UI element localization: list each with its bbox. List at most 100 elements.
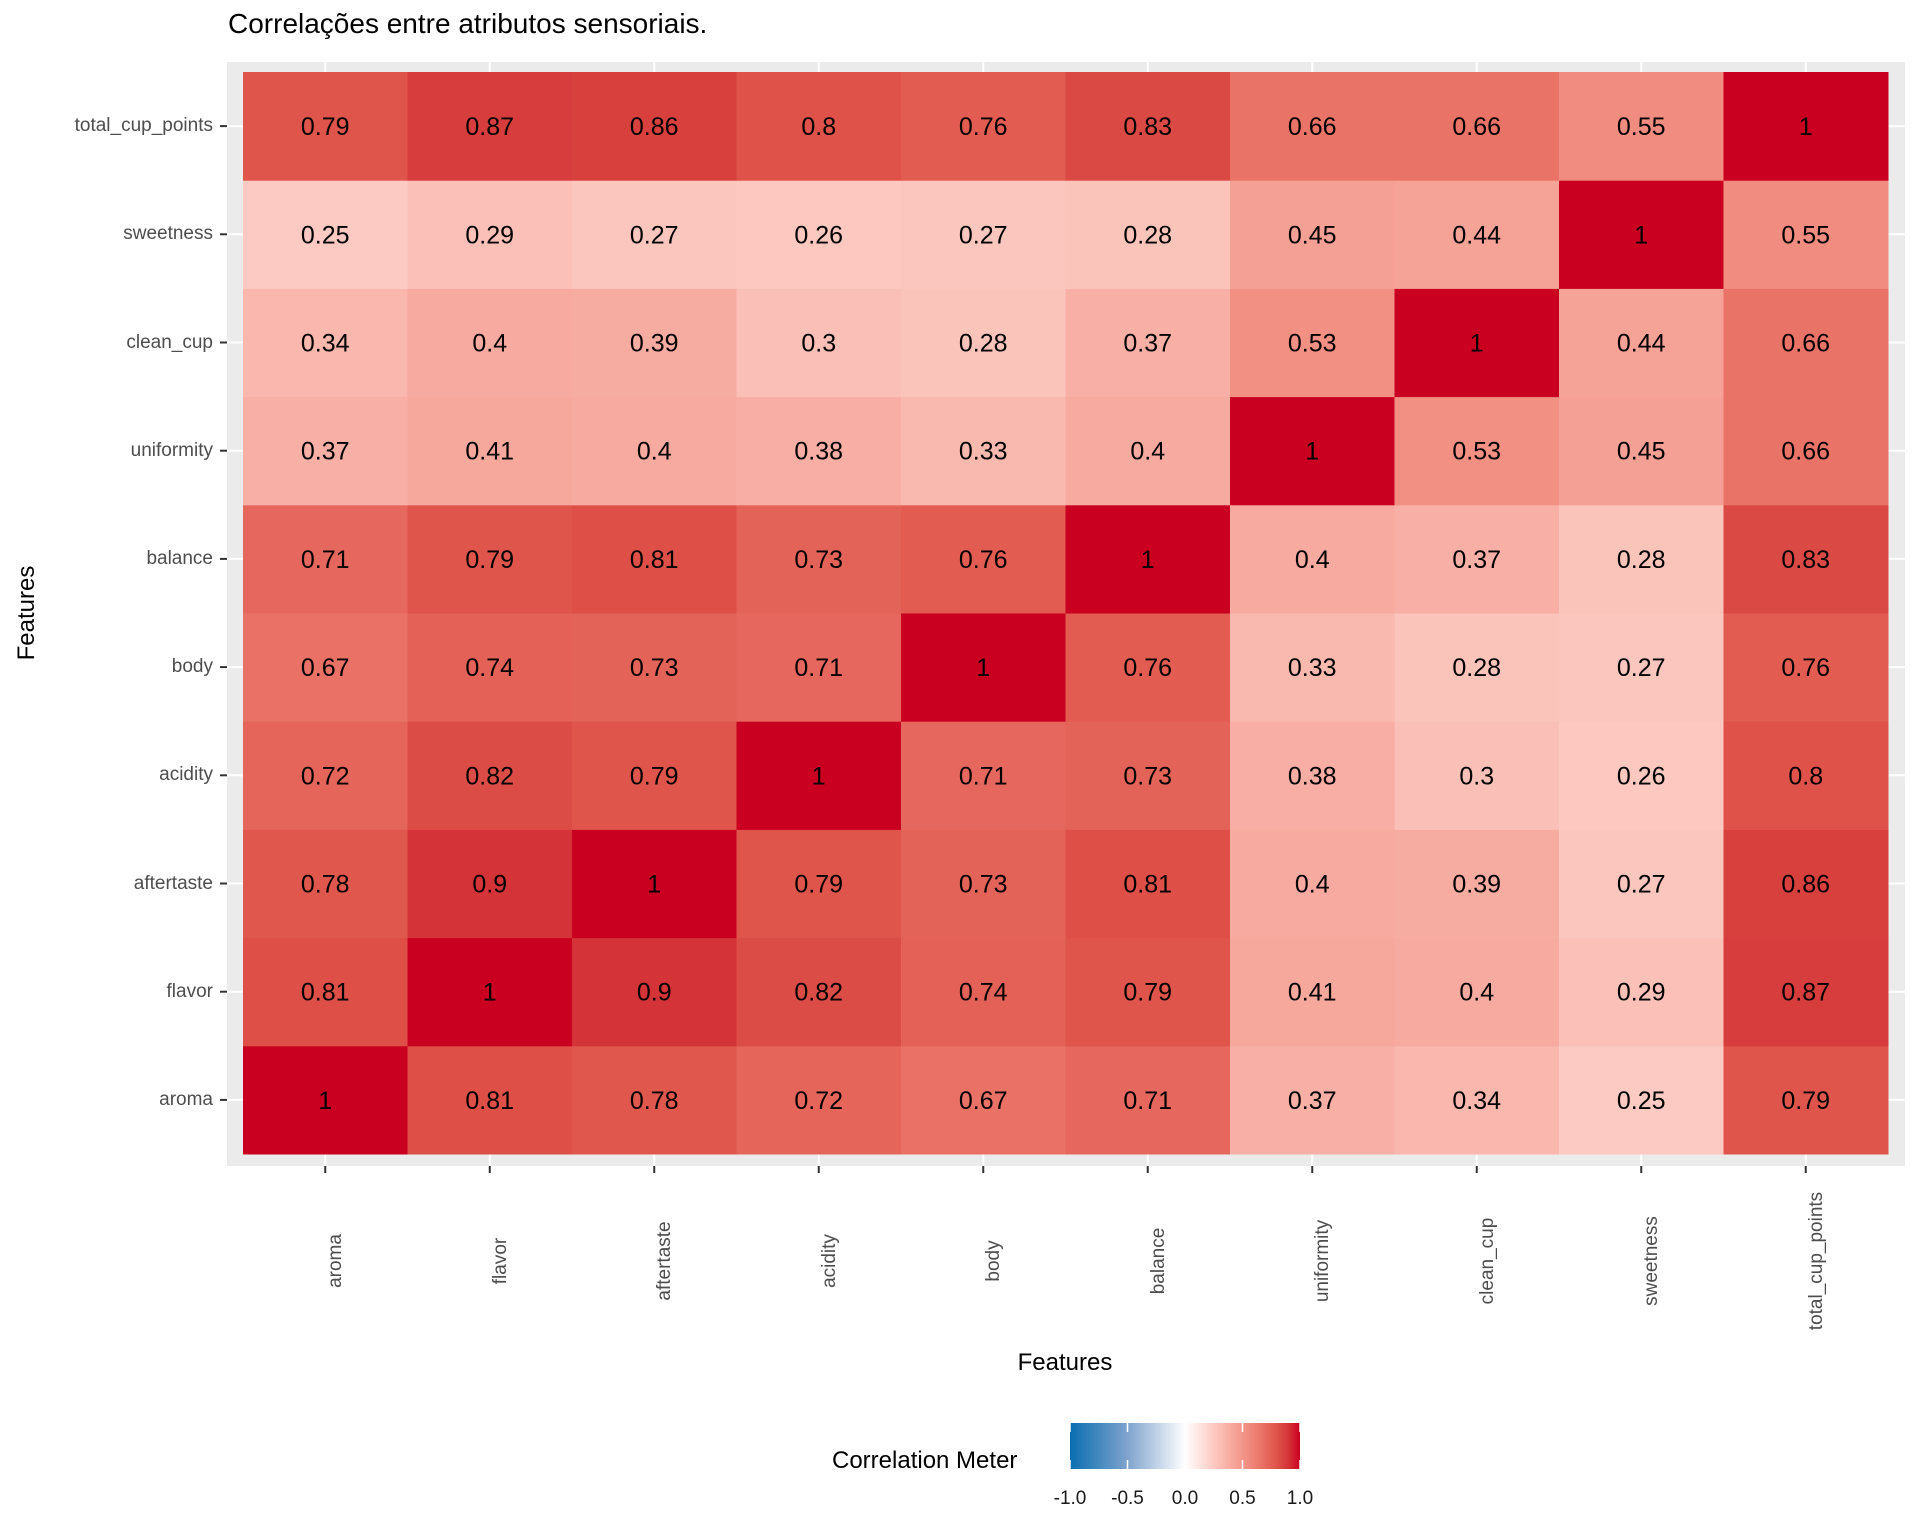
cell-value-label: 1 bbox=[976, 654, 990, 682]
cell-value-label: 1 bbox=[1470, 330, 1484, 358]
heatmap-cell bbox=[901, 180, 1066, 289]
heatmap-cell bbox=[736, 829, 902, 939]
heatmap-cell bbox=[1230, 396, 1395, 506]
x-tick-label: acidity bbox=[818, 1234, 840, 1288]
cell-value-label: 1 bbox=[1305, 438, 1319, 466]
heatmap-cell bbox=[1559, 1045, 1724, 1155]
cell-value-label: 0.29 bbox=[465, 221, 514, 249]
heatmap-cell bbox=[736, 613, 902, 722]
cell-value-label: 0.66 bbox=[1781, 330, 1830, 358]
cell-value-label: 0.73 bbox=[794, 546, 843, 574]
cell-value-label: 0.67 bbox=[959, 1087, 1008, 1115]
cell-value-label: 0.29 bbox=[1617, 979, 1666, 1007]
cell-value-label: 0.39 bbox=[630, 330, 679, 358]
heatmap-cell bbox=[243, 396, 408, 506]
cell-value-label: 0.4 bbox=[1459, 979, 1494, 1007]
heatmap-cell bbox=[407, 829, 573, 939]
x-tick-label: balance bbox=[1147, 1227, 1169, 1295]
cell-value-label: 0.81 bbox=[301, 979, 350, 1007]
heatmap-cell bbox=[1723, 288, 1889, 398]
heatmap-cell bbox=[572, 72, 737, 181]
heatmap-cell bbox=[1559, 72, 1724, 181]
y-tick-label: body bbox=[171, 656, 213, 678]
heatmap-cell bbox=[407, 72, 573, 181]
heatmap-cell bbox=[1394, 396, 1560, 506]
cell-value-label: 0.41 bbox=[465, 438, 514, 466]
heatmap-cell bbox=[736, 721, 902, 830]
heatmap-value-labels: 1 0.81 0.78 0.72 0.67 0.71 0.37 0.34 0.25 0.790.8… bbox=[301, 113, 1830, 1115]
y-tick-label: acidity bbox=[159, 764, 213, 786]
heatmap-cell bbox=[1559, 721, 1724, 830]
cell-value-label: 0.8 bbox=[1788, 762, 1823, 790]
cell-value-label: 0.79 bbox=[301, 113, 350, 141]
heatmap-cell bbox=[572, 396, 737, 506]
heatmap-cell bbox=[901, 937, 1066, 1047]
heatmap-cell bbox=[736, 288, 902, 398]
heatmap-cell bbox=[1065, 937, 1231, 1047]
cell-value-label: 0.28 bbox=[1452, 654, 1501, 682]
legend-colorbar bbox=[1069, 1423, 1301, 1469]
cell-value-label: 0.71 bbox=[959, 762, 1008, 790]
cell-value-label: 0.79 bbox=[1123, 979, 1172, 1007]
heatmap-cell bbox=[1230, 937, 1395, 1047]
heatmap-cell bbox=[1394, 288, 1560, 398]
cell-value-label: 0.55 bbox=[1781, 221, 1830, 249]
heatmap-cell bbox=[572, 288, 737, 398]
heatmap-cell bbox=[407, 180, 573, 289]
heatmap-cell bbox=[736, 72, 902, 181]
heatmap-cell bbox=[1559, 504, 1724, 614]
x-tick-label: body bbox=[983, 1240, 1005, 1282]
cell-value-label: 1 bbox=[1799, 113, 1813, 141]
heatmap-cell bbox=[407, 721, 573, 830]
cell-value-label: 0.66 bbox=[1452, 113, 1501, 141]
heatmap-cell bbox=[243, 288, 408, 398]
heatmap-cell bbox=[901, 721, 1066, 830]
heatmap-cell bbox=[1723, 72, 1889, 181]
cell-value-label: 0.4 bbox=[1295, 871, 1330, 899]
cell-value-label: 0.73 bbox=[1123, 762, 1172, 790]
heatmap-cell bbox=[901, 1045, 1066, 1155]
cell-value-label: 0.9 bbox=[472, 871, 507, 899]
cell-value-label: 0.45 bbox=[1617, 438, 1666, 466]
heatmap-cell bbox=[1065, 504, 1231, 614]
heatmap-cell bbox=[1394, 613, 1560, 722]
cell-value-label: 0.83 bbox=[1123, 113, 1172, 141]
cell-value-label: 0.25 bbox=[1617, 1087, 1666, 1115]
heatmap-cell bbox=[243, 937, 408, 1047]
heatmap-cell bbox=[901, 288, 1066, 398]
heatmap-cell bbox=[572, 937, 737, 1047]
heatmap-cell bbox=[1559, 613, 1724, 722]
heatmap-cell bbox=[1065, 396, 1231, 506]
cell-value-label: 0.34 bbox=[1452, 1087, 1501, 1115]
cell-value-label: 0.55 bbox=[1617, 113, 1666, 141]
heatmap-cell bbox=[736, 937, 902, 1047]
cell-value-label: 0.66 bbox=[1781, 438, 1830, 466]
heatmap-cell bbox=[1065, 829, 1231, 939]
y-tick-label: aroma bbox=[159, 1088, 213, 1110]
heatmap-cell bbox=[1723, 721, 1889, 830]
cell-value-label: 0.28 bbox=[959, 330, 1008, 358]
heatmap-cell bbox=[243, 1045, 408, 1155]
heatmap-cell bbox=[572, 1045, 737, 1155]
heatmap-cell bbox=[1394, 1045, 1560, 1155]
heatmap-cell bbox=[1230, 72, 1395, 181]
heatmap-cell bbox=[736, 180, 902, 289]
heatmap-cell bbox=[1230, 180, 1395, 289]
heatmap-cell bbox=[572, 504, 737, 614]
heatmap-cell bbox=[901, 396, 1066, 506]
heatmap-cell bbox=[1394, 721, 1560, 830]
heatmap-cell bbox=[901, 504, 1066, 614]
cell-value-label: 1 bbox=[647, 871, 661, 899]
cell-value-label: 0.3 bbox=[1459, 762, 1494, 790]
cell-value-label: 0.81 bbox=[630, 546, 679, 574]
chart-title: Correlações entre atributos sensoriais. bbox=[228, 8, 708, 39]
heatmap-cell bbox=[901, 72, 1066, 181]
cell-value-label: 1 bbox=[318, 1087, 332, 1115]
cell-value-label: 0.66 bbox=[1288, 113, 1337, 141]
cell-value-label: 0.4 bbox=[1295, 546, 1330, 574]
cell-value-label: 0.39 bbox=[1452, 871, 1501, 899]
cell-value-label: 0.78 bbox=[630, 1087, 679, 1115]
heatmap-cell bbox=[1559, 829, 1724, 939]
heatmap-cell bbox=[1723, 180, 1889, 289]
